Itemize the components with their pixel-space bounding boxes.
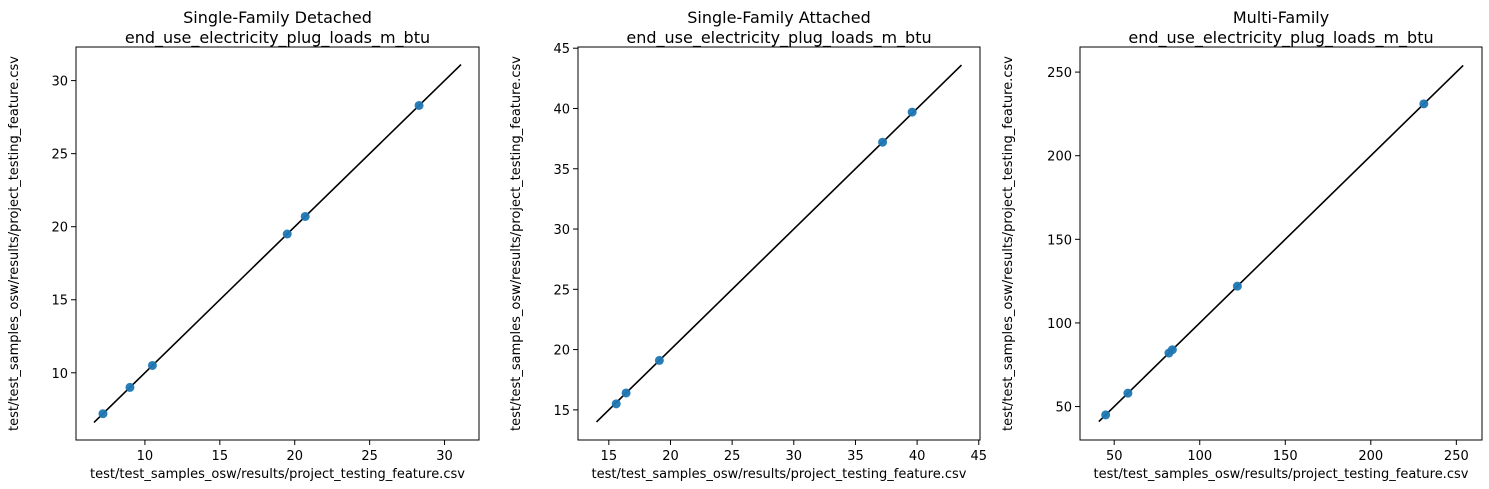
subplot-1: Single-Family Detachedend_use_electricit… <box>7 8 480 482</box>
chart-title: Single-Family Attached <box>687 8 870 27</box>
reference-line <box>1098 64 1464 423</box>
y-tick-label: 50 <box>1055 401 1072 416</box>
chart-subtitle: end_use_electricity_plug_loads_m_btu <box>1128 28 1433 48</box>
y-tick-label: 25 <box>51 148 68 163</box>
data-point <box>1101 410 1111 420</box>
y-tick-label: 250 <box>1047 66 1072 81</box>
chart-title: Multi-Family <box>1233 8 1329 27</box>
data-point <box>611 399 621 409</box>
y-tick-label: 200 <box>1047 150 1072 165</box>
reference-line <box>595 64 963 423</box>
data-point <box>147 360 157 370</box>
x-tick-label: 100 <box>1187 449 1212 464</box>
x-tick-label: 20 <box>286 449 303 464</box>
data-point <box>1232 281 1242 291</box>
y-tick-label: 100 <box>1047 317 1072 332</box>
x-tick-label: 25 <box>724 449 741 464</box>
plot-frame <box>1079 46 1483 441</box>
y-tick-label: 30 <box>51 75 68 90</box>
y-tick-label: 45 <box>553 42 570 57</box>
y-tick-label: 10 <box>51 367 68 382</box>
data-point <box>125 382 135 392</box>
data-point <box>654 355 664 365</box>
y-tick-label: 40 <box>553 102 570 117</box>
x-axis-label: test/test_samples_osw/results/project_te… <box>90 467 465 482</box>
data-point <box>300 211 310 221</box>
data-point <box>98 409 108 419</box>
x-tick-label: 50 <box>1106 449 1123 464</box>
x-axis-label: test/test_samples_osw/results/project_te… <box>592 467 967 482</box>
x-tick-label: 30 <box>786 449 803 464</box>
x-tick-label: 250 <box>1444 449 1469 464</box>
x-tick-label: 45 <box>970 449 987 464</box>
y-tick-label: 20 <box>553 344 570 359</box>
chart-title: Single-Family Detached <box>183 8 372 27</box>
x-tick-label: 40 <box>909 449 926 464</box>
y-axis-label: test/test_samples_osw/results/project_te… <box>1001 56 1016 431</box>
x-tick-label: 20 <box>662 449 679 464</box>
data-point <box>621 388 631 398</box>
data-point <box>1123 388 1133 398</box>
x-axis-label: test/test_samples_osw/results/project_te… <box>1094 467 1469 482</box>
data-point <box>282 229 292 239</box>
x-tick-label: 25 <box>361 449 378 464</box>
data-point <box>1419 99 1429 109</box>
x-tick-label: 15 <box>212 449 229 464</box>
y-tick-label: 15 <box>51 294 68 309</box>
x-tick-label: 15 <box>601 449 618 464</box>
data-point <box>414 100 424 110</box>
y-tick-label: 35 <box>553 163 570 178</box>
x-tick-label: 200 <box>1358 449 1383 464</box>
y-tick-label: 25 <box>553 283 570 298</box>
y-tick-label: 30 <box>553 223 570 238</box>
x-tick-label: 150 <box>1273 449 1298 464</box>
reference-line <box>93 63 462 424</box>
subplot-3: Multi-Familyend_use_electricity_plug_loa… <box>1001 8 1483 482</box>
plot-frame <box>75 46 480 441</box>
x-tick-label: 10 <box>137 449 154 464</box>
y-tick-label: 20 <box>51 221 68 236</box>
x-tick-label: 30 <box>436 449 453 464</box>
subplot-2: Single-Family Attachedend_use_electricit… <box>509 8 987 482</box>
y-tick-label: 15 <box>553 404 570 419</box>
data-point <box>1167 345 1177 355</box>
data-point <box>878 137 888 147</box>
y-axis-label: test/test_samples_osw/results/project_te… <box>7 56 22 431</box>
chart-subtitle: end_use_electricity_plug_loads_m_btu <box>125 28 430 48</box>
y-axis-label: test/test_samples_osw/results/project_te… <box>509 56 524 431</box>
chart-subtitle: end_use_electricity_plug_loads_m_btu <box>626 28 931 48</box>
y-tick-label: 150 <box>1047 233 1072 248</box>
data-point <box>907 107 917 117</box>
x-tick-label: 35 <box>847 449 864 464</box>
plot-frame <box>577 46 981 441</box>
